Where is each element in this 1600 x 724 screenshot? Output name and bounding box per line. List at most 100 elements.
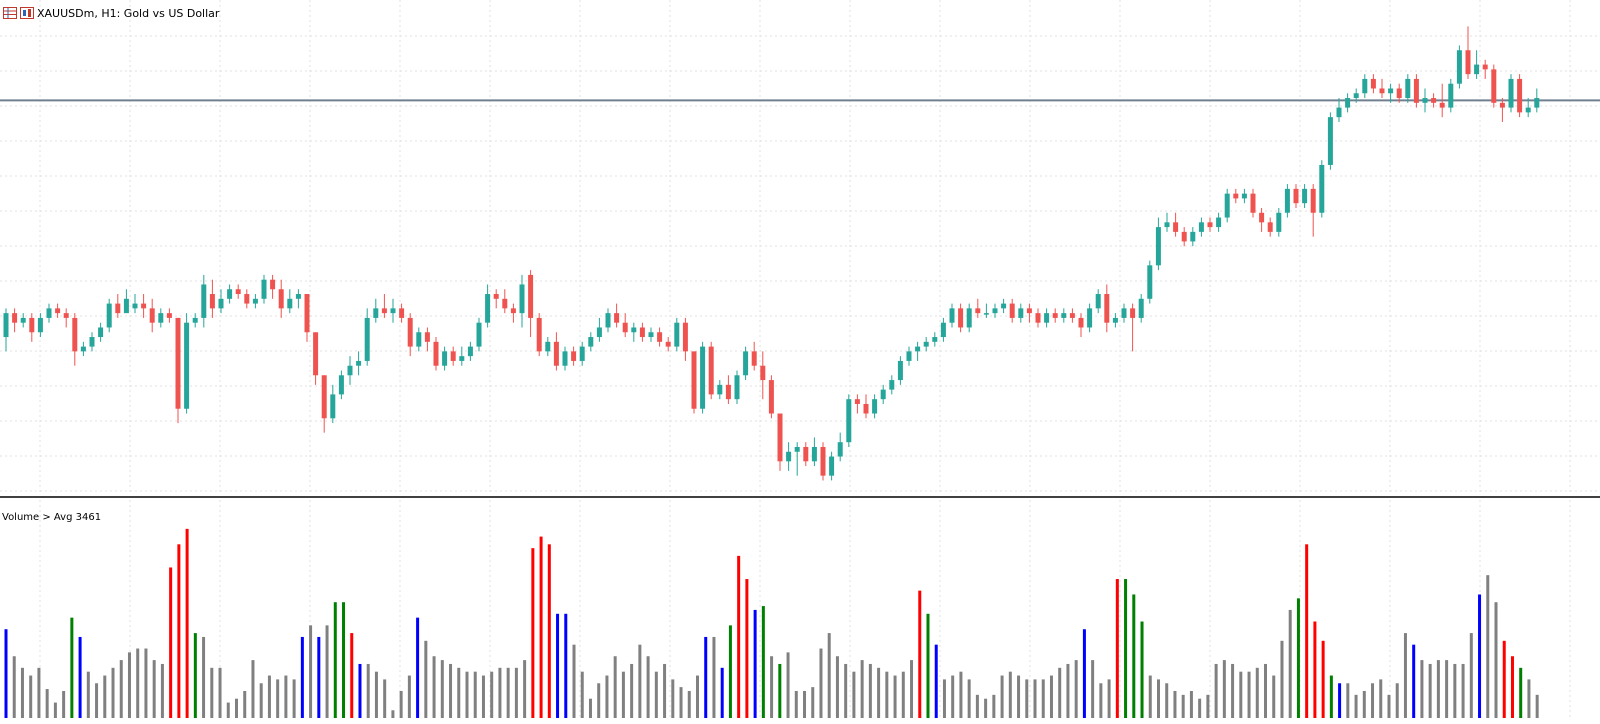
candle (1456, 45, 1462, 89)
candle-body (106, 303, 112, 328)
candle-body (304, 294, 310, 333)
volume-bar (901, 671, 905, 718)
candle-body (270, 279, 276, 290)
candle (132, 294, 138, 314)
candle (622, 313, 628, 338)
volume-bar (1445, 660, 1449, 718)
volume-bar (407, 675, 411, 718)
candle-body (80, 346, 86, 352)
candle (553, 332, 559, 371)
candle-body (897, 360, 903, 381)
candle-body (98, 327, 104, 338)
candle (734, 370, 740, 404)
candle-body (1491, 69, 1497, 103)
candle-body (794, 446, 800, 452)
candle (3, 308, 9, 352)
candle-body (1456, 50, 1462, 84)
candle (760, 351, 766, 400)
volume-bar (1222, 660, 1226, 718)
candle-body (1104, 294, 1110, 323)
candle (313, 332, 319, 385)
volume-bar (514, 667, 518, 718)
candle-body (141, 303, 147, 309)
candle (1508, 74, 1514, 113)
candle-body (192, 317, 198, 323)
candle-body (356, 360, 362, 366)
volume-bar (234, 698, 238, 718)
volume-bar (1148, 675, 1152, 718)
candle (29, 313, 35, 342)
candle-body (433, 341, 439, 366)
candle (89, 332, 95, 352)
candle-body (20, 317, 26, 323)
candle (252, 294, 258, 309)
candle (381, 294, 387, 318)
candle-body (1345, 98, 1351, 108)
candle (674, 317, 680, 352)
candle (166, 308, 172, 323)
volume-bar (1329, 675, 1333, 718)
candle (915, 341, 921, 361)
volume-bar (12, 656, 16, 718)
volume-bar (1124, 579, 1128, 718)
candle (906, 346, 912, 366)
candle-body (1302, 188, 1308, 204)
candle-body (940, 322, 946, 338)
volume-bar (169, 567, 173, 718)
candle (1491, 64, 1497, 108)
candle-body (381, 308, 387, 314)
volume-bar (457, 667, 461, 718)
candle-body (1181, 231, 1187, 242)
volume-bar (1478, 594, 1482, 718)
candle (1061, 308, 1067, 323)
candle (235, 284, 241, 299)
candle (1302, 184, 1308, 208)
volume-bar (152, 660, 156, 718)
candle (605, 308, 611, 333)
candle-body (1448, 83, 1454, 108)
volume-bar (185, 528, 189, 718)
candle-body (1173, 222, 1179, 232)
candle (502, 289, 508, 314)
volume-bar (1206, 694, 1210, 718)
candlestick-series[interactable] (3, 26, 1540, 481)
volume-bar (284, 675, 288, 718)
candle-body (149, 308, 155, 323)
candle-body (1525, 107, 1531, 113)
volume-bar (1288, 609, 1292, 718)
candle (459, 346, 465, 366)
candle-body (1052, 313, 1058, 318)
volume-bar (827, 633, 831, 718)
candle (571, 346, 577, 366)
volume-bar (300, 636, 304, 718)
candle (1259, 207, 1265, 232)
candle-body (958, 308, 964, 328)
volume-bar (547, 544, 551, 718)
candle-body (639, 327, 645, 338)
volume-bar (210, 667, 214, 718)
candle (1044, 308, 1050, 328)
candle-body (1370, 78, 1376, 89)
candle-body (373, 308, 379, 318)
candle-body (1095, 294, 1101, 309)
candle-body (1044, 313, 1050, 323)
candle-body (528, 274, 534, 318)
candle (1001, 298, 1007, 314)
volume-bar (243, 690, 247, 718)
candle-body (614, 313, 620, 323)
candle (639, 322, 645, 342)
candle-body (829, 456, 835, 476)
candle-body (1267, 222, 1273, 232)
volume-bar (1305, 544, 1309, 718)
candle-body (596, 327, 602, 338)
volume-bar (1140, 621, 1144, 718)
candle-body (3, 313, 9, 338)
chart-title-bar: XAUUSDm, H1: Gold vs US Dollar (3, 5, 219, 21)
volume-bar (342, 602, 346, 718)
volume-bar (1354, 694, 1358, 718)
volume-bar (597, 683, 601, 718)
candle (1448, 78, 1454, 113)
volume-bar (127, 652, 131, 718)
